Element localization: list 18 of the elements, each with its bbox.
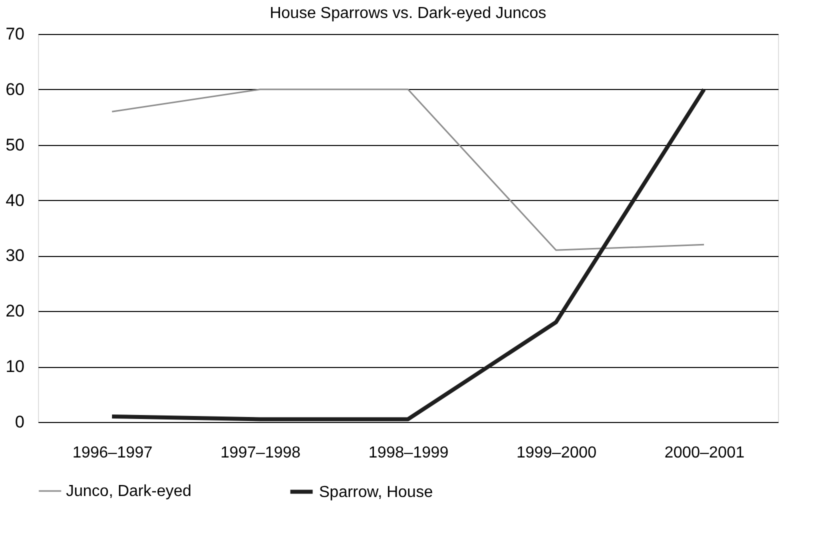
y-tick-label: 40 xyxy=(6,190,24,210)
y-tick-label: 20 xyxy=(6,302,24,321)
line-series xyxy=(111,88,705,251)
y-tick-label: 0 xyxy=(15,412,24,432)
y-tick-label: 60 xyxy=(6,80,24,99)
y-tick-label: 30 xyxy=(6,246,24,266)
y-tick-label: 10 xyxy=(6,357,24,376)
line-series xyxy=(110,87,706,422)
chart-title: House Sparrows vs. Dark-eyed Juncos xyxy=(270,5,546,22)
x-tick-label: 1999–2000 xyxy=(516,444,597,462)
x-tick-label: 2000–2001 xyxy=(664,444,745,462)
y-tick-label: 70 xyxy=(6,24,24,44)
x-tick-label: 1996–1997 xyxy=(72,444,153,462)
legend-label: Sparrow, House xyxy=(319,484,433,501)
x-tick-label: 1997–1998 xyxy=(220,444,301,462)
y-tick-label: 50 xyxy=(6,135,24,154)
x-tick-label: 1998–1999 xyxy=(368,444,449,462)
legend-label: Junco, Dark-eyed xyxy=(66,483,192,500)
